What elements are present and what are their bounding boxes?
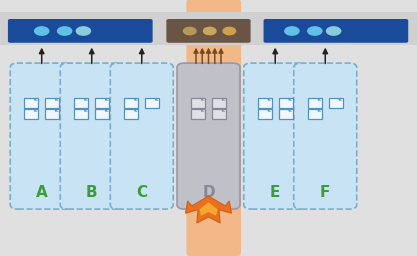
Polygon shape — [105, 98, 109, 101]
FancyBboxPatch shape — [74, 109, 88, 119]
Polygon shape — [339, 98, 342, 101]
FancyBboxPatch shape — [74, 98, 88, 108]
FancyBboxPatch shape — [95, 109, 109, 119]
FancyBboxPatch shape — [110, 63, 173, 209]
FancyBboxPatch shape — [279, 98, 293, 108]
Polygon shape — [222, 98, 226, 101]
Circle shape — [35, 27, 49, 35]
Circle shape — [58, 27, 72, 35]
Circle shape — [285, 27, 299, 35]
Polygon shape — [268, 98, 271, 101]
FancyBboxPatch shape — [45, 98, 59, 108]
Text: C: C — [136, 185, 147, 200]
Polygon shape — [134, 98, 138, 101]
FancyBboxPatch shape — [264, 19, 408, 43]
Text: F: F — [320, 185, 330, 200]
FancyBboxPatch shape — [177, 63, 240, 209]
FancyBboxPatch shape — [95, 98, 109, 108]
FancyBboxPatch shape — [258, 98, 272, 108]
FancyBboxPatch shape — [258, 109, 272, 119]
Polygon shape — [201, 98, 205, 101]
Circle shape — [183, 27, 196, 35]
FancyBboxPatch shape — [60, 63, 123, 209]
FancyBboxPatch shape — [329, 98, 343, 108]
Polygon shape — [318, 98, 322, 101]
FancyBboxPatch shape — [191, 109, 205, 119]
Polygon shape — [289, 98, 292, 101]
FancyBboxPatch shape — [186, 0, 241, 256]
FancyBboxPatch shape — [45, 109, 59, 119]
Circle shape — [308, 27, 322, 35]
Circle shape — [76, 27, 90, 35]
Polygon shape — [201, 109, 205, 112]
Polygon shape — [84, 98, 88, 101]
Text: E: E — [270, 185, 280, 200]
FancyBboxPatch shape — [212, 109, 226, 119]
FancyBboxPatch shape — [124, 98, 138, 108]
Polygon shape — [134, 109, 138, 112]
FancyBboxPatch shape — [244, 63, 307, 209]
Polygon shape — [318, 109, 322, 112]
FancyBboxPatch shape — [212, 98, 226, 108]
FancyBboxPatch shape — [294, 63, 357, 209]
FancyBboxPatch shape — [145, 98, 159, 108]
Polygon shape — [105, 109, 109, 112]
Polygon shape — [289, 109, 292, 112]
FancyBboxPatch shape — [24, 109, 38, 119]
PathPatch shape — [199, 202, 218, 216]
Circle shape — [223, 27, 236, 35]
FancyBboxPatch shape — [308, 109, 322, 119]
Circle shape — [203, 27, 216, 35]
FancyBboxPatch shape — [124, 109, 138, 119]
Text: B: B — [86, 185, 98, 200]
FancyBboxPatch shape — [10, 63, 73, 209]
FancyBboxPatch shape — [191, 98, 205, 108]
Polygon shape — [34, 98, 38, 101]
Polygon shape — [155, 98, 159, 101]
Polygon shape — [34, 109, 38, 112]
FancyBboxPatch shape — [0, 12, 417, 46]
Circle shape — [327, 27, 341, 35]
FancyBboxPatch shape — [8, 19, 153, 43]
FancyBboxPatch shape — [308, 98, 322, 108]
Text: D: D — [202, 185, 215, 200]
Polygon shape — [55, 109, 59, 112]
Text: A: A — [36, 185, 48, 200]
FancyBboxPatch shape — [166, 19, 251, 43]
Polygon shape — [268, 109, 271, 112]
PathPatch shape — [186, 196, 231, 223]
FancyBboxPatch shape — [279, 109, 293, 119]
FancyBboxPatch shape — [24, 98, 38, 108]
Polygon shape — [222, 109, 226, 112]
Polygon shape — [84, 109, 88, 112]
Polygon shape — [55, 98, 59, 101]
